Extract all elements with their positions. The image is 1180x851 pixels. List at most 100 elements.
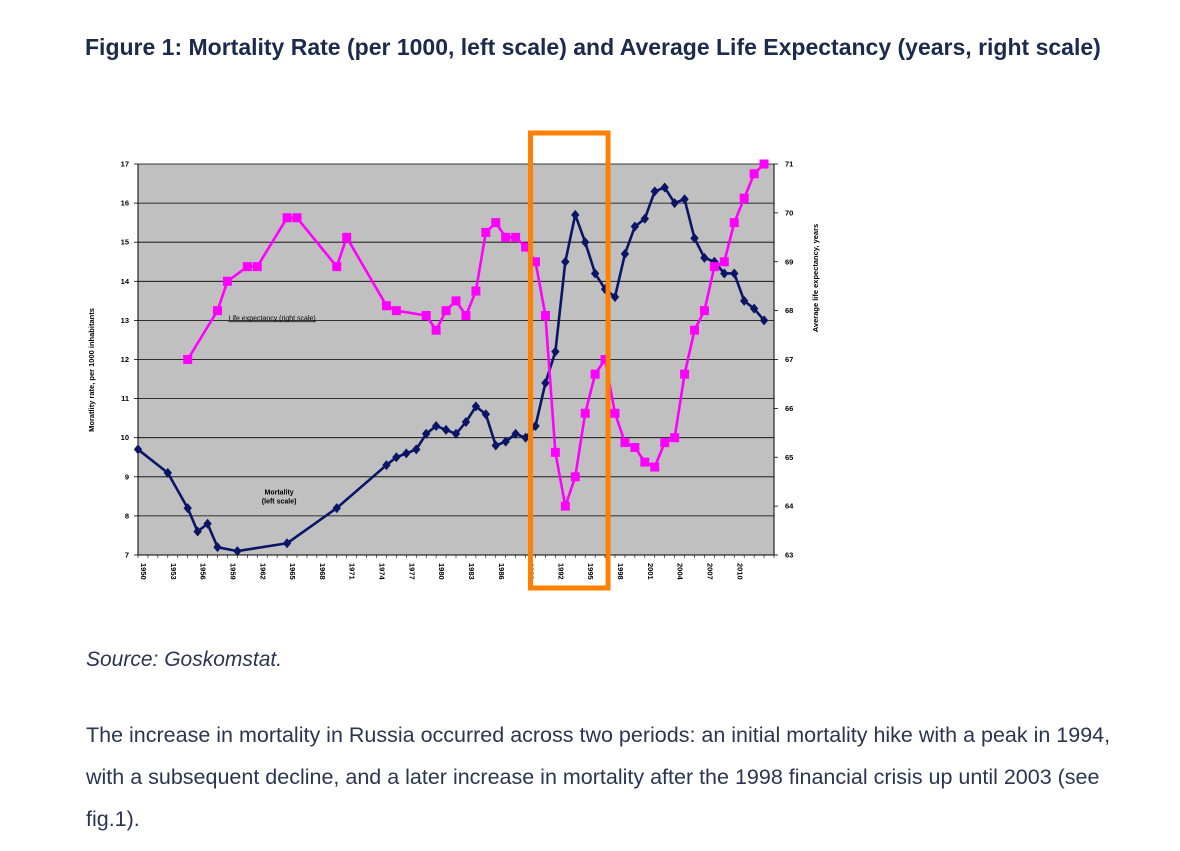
y-tick-label: 15 xyxy=(121,238,129,247)
mortality-point xyxy=(282,538,292,549)
x-tick-label: 1977 xyxy=(407,563,416,580)
y2-tick-label: 69 xyxy=(785,257,793,266)
life-expectancy-point xyxy=(431,325,441,335)
y-tick-label: 16 xyxy=(121,199,129,208)
highlight-box xyxy=(528,130,611,591)
x-tick-label: 1974 xyxy=(378,563,387,581)
mortality-point xyxy=(421,428,431,439)
mortality-point xyxy=(660,182,669,193)
mortality-point xyxy=(501,436,510,447)
life-expectancy-point xyxy=(391,306,401,316)
life-expectancy-point xyxy=(660,438,670,448)
life-expectancy-point xyxy=(451,296,461,306)
life-expectancy-point xyxy=(550,447,560,457)
mortality-point xyxy=(739,295,749,306)
x-tick-label: 1962 xyxy=(258,563,267,580)
life-expectancy-point xyxy=(560,501,570,511)
mortality-point xyxy=(730,268,739,279)
mortality-point xyxy=(392,452,401,463)
life-expectancy-point xyxy=(540,311,550,321)
life-expectancy-point xyxy=(252,262,262,272)
y2-tick-label: 67 xyxy=(785,355,793,364)
mortality-point xyxy=(213,542,222,553)
life-expectancy-point xyxy=(670,433,680,443)
life-expectancy-point xyxy=(342,232,352,242)
mortality-point xyxy=(759,315,769,326)
y-tick-label: 9 xyxy=(125,472,129,481)
life-expectancy-label: Life expectancy (right scale) xyxy=(229,315,316,322)
mortality-point xyxy=(610,291,620,302)
y-tick-label: 8 xyxy=(125,511,129,520)
life-expectancy-point xyxy=(739,193,749,203)
x-tick-label: 2004 xyxy=(676,563,685,581)
life-expectancy-point xyxy=(511,232,521,242)
y2-tick-label: 71 xyxy=(785,160,793,169)
mortality-point xyxy=(491,440,500,451)
y-tick-label: 11 xyxy=(121,394,129,403)
mortality-point xyxy=(749,303,759,314)
mortality-point xyxy=(203,518,212,529)
mortality-point xyxy=(521,432,530,443)
mortality-point xyxy=(481,409,491,420)
series-labels: Mortality (left scale) Life expectancy (ri… xyxy=(229,315,316,505)
x-tick-label: 2001 xyxy=(646,563,655,580)
life-expectancy-point xyxy=(521,242,531,252)
life-expectancy-point xyxy=(491,218,501,228)
life-expectancy-point xyxy=(441,306,451,316)
life-expectancy-line xyxy=(186,163,765,508)
life-expectancy-point xyxy=(183,355,193,364)
mortality-point xyxy=(332,503,341,514)
x-tick-label: 1953 xyxy=(169,563,178,580)
life-expectancy-point xyxy=(222,276,232,286)
life-expectancy-point xyxy=(332,262,342,272)
y2-axis-label: Average life expectancy, years xyxy=(811,224,820,332)
mortality-label: Mortality xyxy=(265,489,294,496)
x-tick-label: 1968 xyxy=(318,563,327,580)
body-paragraph: The increase in mortality in Russia occu… xyxy=(86,723,1111,831)
mortality-point xyxy=(690,233,699,244)
mortality-point xyxy=(640,213,650,224)
source-caption: Source: Goskomstat. xyxy=(86,648,283,671)
life-expectancy-point xyxy=(620,438,630,448)
mortality-point xyxy=(551,346,560,357)
mortality-point xyxy=(590,268,600,279)
mortality-point xyxy=(580,237,590,248)
mortality-point xyxy=(431,420,441,431)
life-expectancy-point xyxy=(600,355,610,364)
gridlines xyxy=(138,163,774,556)
y-tick-label: 13 xyxy=(121,316,129,325)
mortality-point xyxy=(511,428,520,439)
mortality-point xyxy=(571,209,580,220)
x-tick-label: 1995 xyxy=(586,563,595,580)
mortality-point xyxy=(461,417,471,428)
x-tick-label: 2007 xyxy=(705,563,714,580)
x-tick-label: 1971 xyxy=(348,563,357,580)
mortality-point xyxy=(650,186,659,197)
life-expectancy-point xyxy=(680,369,690,379)
life-expectancy-point xyxy=(650,462,660,472)
mortality-point xyxy=(561,256,570,267)
mortality-point xyxy=(412,444,421,455)
life-expectancy-point xyxy=(461,311,471,321)
life-expectancy-point xyxy=(610,408,620,418)
x-tick-label: 1980 xyxy=(437,563,446,580)
life-expectancy-point xyxy=(729,218,739,228)
life-expectancy-point xyxy=(242,262,252,272)
life-expectancy-point xyxy=(570,472,580,482)
x-tick-label: 1986 xyxy=(497,563,506,580)
life-expectancy-point xyxy=(481,227,491,237)
y2-tick-label: 70 xyxy=(785,208,793,217)
life-expectancy-point xyxy=(640,457,650,467)
x-tick-label: 1965 xyxy=(288,563,297,580)
mortality-point xyxy=(700,252,709,263)
life-expectancy-point xyxy=(719,257,729,267)
mortality-point xyxy=(233,546,242,557)
y2-tick-label: 64 xyxy=(785,502,794,511)
life-expectancy-point xyxy=(699,306,709,316)
mortality-point xyxy=(630,221,640,232)
y-tick-label: 17 xyxy=(121,160,129,169)
y-tick-label: 14 xyxy=(121,277,130,286)
y-tick-label: 10 xyxy=(121,433,129,442)
mortality-label: (left scale) xyxy=(262,498,297,505)
life-expectancy-point xyxy=(213,306,222,316)
